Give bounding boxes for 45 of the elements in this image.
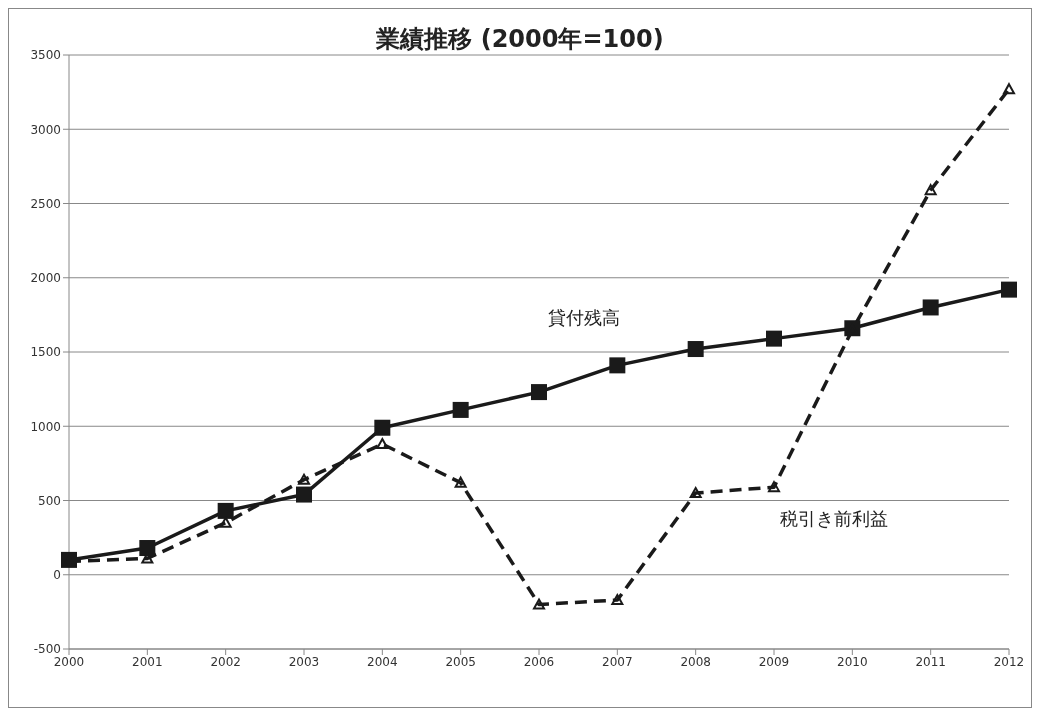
point (609, 357, 626, 374)
point (924, 184, 937, 196)
point (296, 486, 312, 503)
chart-title: 業績推移 (2000年=100) (376, 25, 664, 53)
x-tick-label: 2005 (445, 654, 476, 669)
point (766, 330, 782, 347)
series-label: 貸付残高 (548, 307, 620, 329)
point (376, 438, 389, 450)
point (454, 476, 467, 488)
y-tick-label: 0 (53, 568, 61, 583)
x-tick-label: 2011 (915, 654, 946, 669)
series-label: 税引き前利益 (780, 508, 888, 530)
x-tick-label: 2000 (53, 654, 85, 669)
x-tick-label: 2003 (288, 654, 320, 669)
point (768, 481, 780, 493)
point (452, 401, 469, 418)
y-tick-label: 2500 (30, 196, 61, 211)
y-tick-label: 1000 (30, 419, 61, 434)
point (611, 594, 624, 605)
point (217, 502, 234, 519)
point (687, 341, 704, 358)
y-tick-label: 3500 (30, 48, 61, 63)
point (139, 540, 156, 557)
x-tick-label: 2009 (758, 654, 790, 669)
point (1003, 83, 1015, 95)
y-tick-label: -500 (33, 642, 61, 657)
x-tick-label: 2001 (132, 654, 163, 669)
y-tick-label: 2000 (30, 271, 61, 286)
x-tick-label: 2004 (367, 654, 398, 669)
point (1001, 281, 1017, 298)
point (298, 473, 310, 485)
y-tick-label: 3000 (30, 122, 61, 137)
x-tick-label: 2006 (523, 654, 555, 669)
x-tick-label: 2007 (602, 654, 633, 669)
point (531, 384, 547, 401)
x-tick-label: 2012 (993, 654, 1025, 669)
point (374, 419, 391, 436)
point (689, 487, 702, 499)
y-tick-label: 500 (38, 493, 61, 508)
y-tick-label: 1500 (30, 345, 61, 360)
point (533, 598, 545, 610)
x-tick-label: 2010 (837, 654, 868, 669)
x-tick-label: 2002 (210, 654, 241, 669)
point (922, 299, 939, 316)
x-tick-label: 2008 (680, 654, 711, 669)
